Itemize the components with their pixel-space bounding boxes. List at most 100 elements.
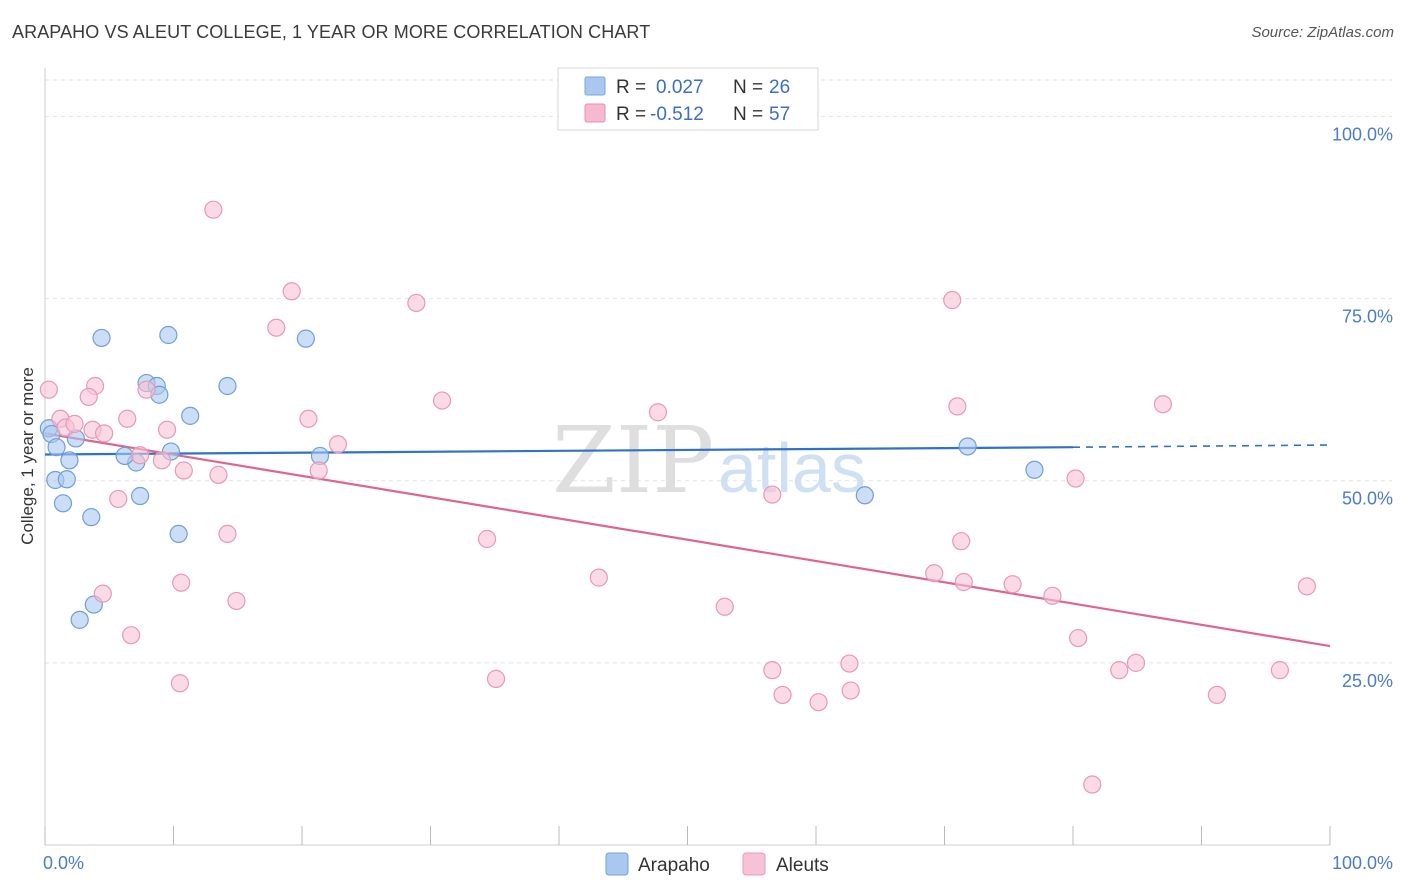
point-aleuts-52: [1126, 653, 1146, 672]
point-aleuts-3: [65, 414, 84, 433]
point-aleuts-25: [172, 573, 191, 592]
point-aleuts-32: [589, 568, 608, 587]
point-aleuts-13: [174, 461, 193, 480]
series-legend-swatch-aleuts: [742, 852, 766, 876]
point-arapaho-26: [1025, 460, 1044, 479]
point-aleuts-39: [841, 681, 860, 700]
stats-legend-r-label-aleuts: R =: [616, 104, 646, 125]
series-legend-label-aleuts: Aleuts: [776, 855, 829, 876]
x-tick-label-max: 100.0%: [1332, 853, 1393, 873]
point-aleuts-17: [282, 282, 301, 301]
point-aleuts-22: [432, 391, 452, 410]
stats-legend-r-value-aleuts: -0.512: [650, 104, 704, 125]
point-aleuts-49: [1069, 628, 1088, 648]
point-aleuts-6: [95, 424, 114, 443]
point-aleuts-14: [209, 465, 228, 484]
point-aleuts-56: [1297, 577, 1316, 596]
point-aleuts-35: [763, 661, 782, 680]
point-aleuts-40: [840, 654, 859, 673]
point-aleuts-42: [943, 290, 962, 310]
point-aleuts-8: [118, 409, 137, 428]
point-arapaho-24: [70, 610, 89, 629]
point-arapaho-15: [115, 446, 134, 466]
point-aleuts-51: [1110, 661, 1129, 680]
trend-layer: [44, 432, 1331, 648]
point-aleuts-37: [773, 685, 792, 705]
point-arapaho-11: [159, 325, 178, 345]
point-aleuts-48: [1066, 469, 1085, 488]
point-arapaho-4: [57, 470, 76, 489]
stats-legend-n-value-aleuts: 57: [769, 104, 790, 125]
stats-legend-swatch-aleuts: [584, 103, 606, 123]
series-legend-swatch-arapaho: [605, 852, 629, 876]
point-arapaho-7: [92, 328, 111, 348]
point-aleuts-43: [948, 397, 967, 416]
point-arapaho-25: [958, 437, 977, 456]
stats-legend-n-label-arapaho: N =: [733, 77, 763, 98]
point-aleuts-44: [952, 532, 971, 551]
point-aleuts-21: [407, 293, 426, 313]
point-aleuts-15: [204, 200, 223, 219]
point-aleuts-54: [1207, 685, 1227, 705]
point-aleuts-26: [227, 591, 246, 611]
point-aleuts-55: [1270, 661, 1289, 680]
point-aleuts-16: [267, 318, 286, 337]
series-legend-label-arapaho: Arapaho: [638, 855, 710, 876]
stats-legend-n-value-arapaho: 26: [769, 77, 790, 98]
point-aleuts-50: [1083, 775, 1102, 794]
point-arapaho-6: [53, 494, 73, 513]
point-aleuts-12: [157, 420, 177, 439]
point-arapaho-22: [169, 524, 188, 544]
trendline-extension-arapaho: [1072, 444, 1331, 448]
watermark: ZIP atlas: [552, 407, 866, 514]
chart-title: ARAPAHO VS ALEUT COLLEGE, 1 YEAR OR MORE…: [12, 22, 651, 42]
point-aleuts-24: [218, 524, 237, 544]
point-aleuts-11: [152, 451, 172, 470]
point-aleuts-0: [39, 380, 58, 399]
source-label: Source: ZipAtlas.com: [1251, 24, 1394, 41]
point-aleuts-47: [1043, 586, 1062, 605]
point-aleuts-19: [309, 461, 328, 480]
point-arapaho-17: [130, 486, 150, 506]
axis-layer: 25.0% 50.0% 75.0% 100.0% 0.0% 100.0%: [43, 68, 1393, 873]
trendline-aleuts: [44, 432, 1331, 648]
trendline-arapaho: [44, 446, 1074, 456]
point-aleuts-53: [1153, 395, 1173, 414]
series-legend: Arapaho Aleuts: [605, 852, 829, 876]
stats-legend: R = 0.027 N = 26 R = -0.512 N = 57: [557, 67, 819, 131]
point-aleuts-10: [137, 380, 156, 399]
point-aleuts-27: [93, 584, 112, 603]
point-arapaho-12: [181, 406, 200, 425]
point-aleuts-7: [79, 387, 98, 407]
point-aleuts-30: [477, 529, 497, 549]
point-arapaho-5: [60, 451, 79, 470]
point-aleuts-38: [809, 693, 828, 712]
stats-legend-r-value-arapaho: 0.027: [656, 77, 704, 98]
point-aleuts-20: [328, 435, 348, 454]
point-aleuts-31: [486, 669, 506, 688]
point-aleuts-33: [648, 403, 668, 422]
point-aleuts-41: [925, 564, 944, 583]
grid-layer: [45, 79, 1392, 664]
point-aleuts-28: [121, 626, 141, 645]
x-tick-label-min: 0.0%: [43, 853, 84, 873]
point-arapaho-3: [47, 438, 66, 457]
point-aleuts-46: [1003, 575, 1022, 594]
watermark-atlas: atlas: [718, 429, 866, 507]
stats-legend-n-label-aleuts: N =: [733, 104, 763, 125]
points-layer: [39, 200, 1316, 794]
y-tick-label-2: 75.0%: [1342, 307, 1393, 327]
stats-legend-swatch-arapaho: [584, 76, 606, 96]
y-axis-title: College, 1 year or more: [18, 367, 37, 545]
stats-legend-r-label-arapaho: R =: [616, 77, 646, 98]
point-aleuts-34: [715, 597, 734, 616]
point-arapaho-27: [855, 486, 874, 505]
y-tick-label-0: 25.0%: [1342, 671, 1393, 691]
point-aleuts-45: [954, 572, 973, 592]
point-aleuts-36: [763, 485, 782, 504]
y-tick-label-1: 50.0%: [1342, 489, 1393, 509]
point-arapaho-9: [82, 508, 101, 527]
watermark-zip: ZIP: [552, 407, 714, 514]
point-aleuts-23: [109, 489, 128, 509]
